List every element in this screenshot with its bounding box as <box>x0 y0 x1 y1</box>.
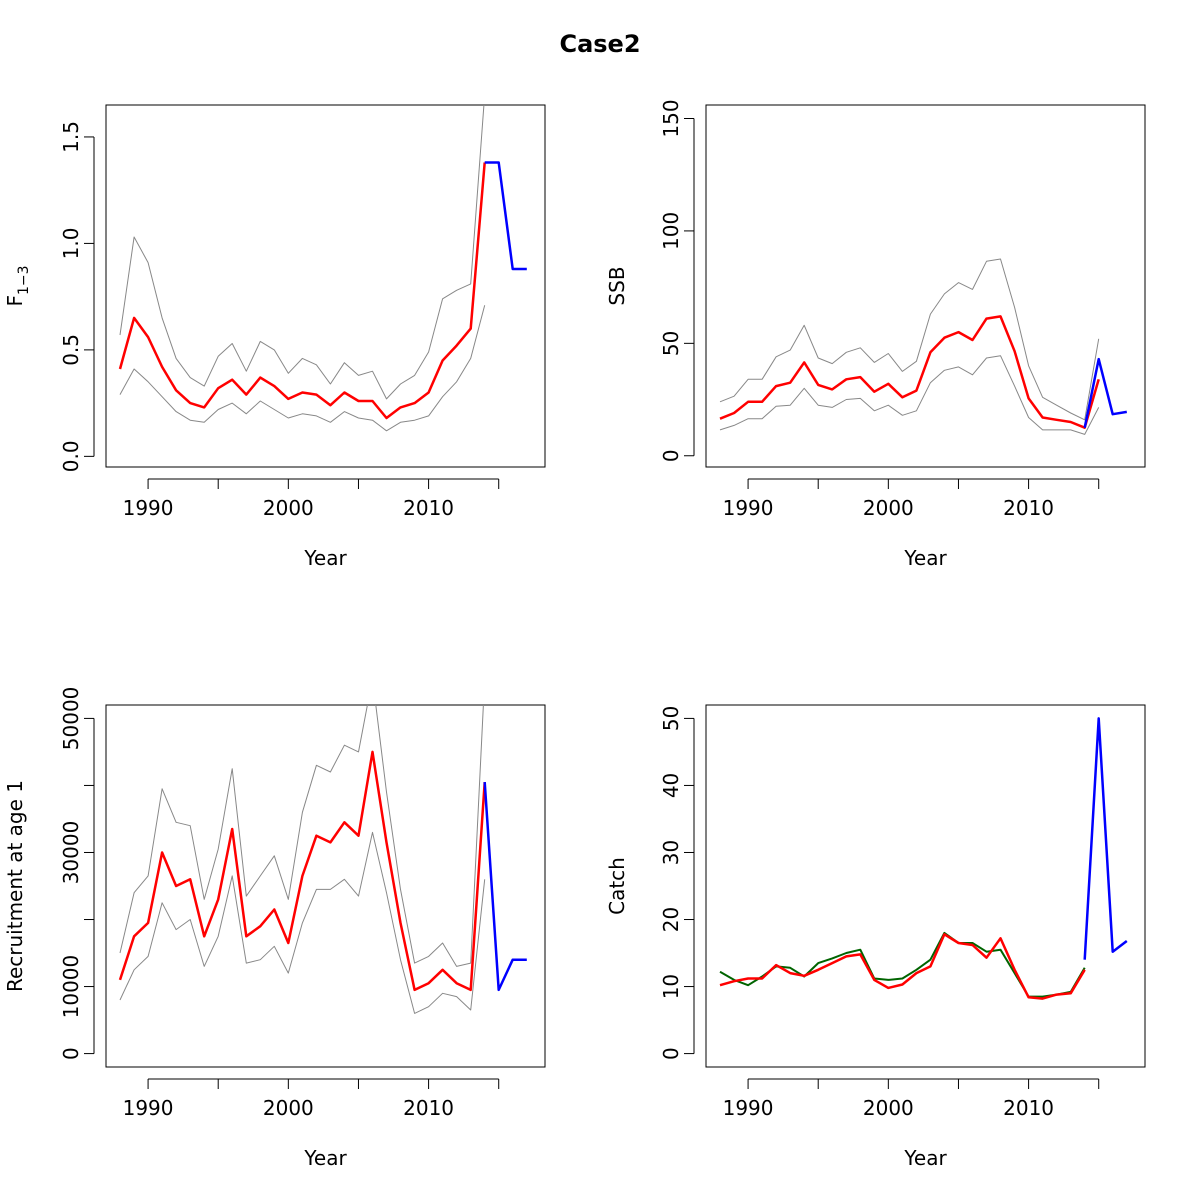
recruitment-y-tick-label: 0 <box>59 1047 83 1060</box>
recruitment-y-tick-label: 50000 <box>59 687 83 751</box>
recruitment-y-axis-label-text: Recruitment at age 1 <box>3 780 27 992</box>
recruitment-estimate-line <box>118 750 486 992</box>
catch-panel: 1990 2000 2010 0 10 20 30 40 50 Year Catch <box>605 704 1146 1170</box>
ssb-y-tick-label: 50 <box>659 331 683 356</box>
ssb-y-axis-label-text: SSB <box>605 266 629 305</box>
catch-projection-line <box>1083 717 1128 960</box>
f-y-tick-label: 1.0 <box>59 228 83 260</box>
ssb-lower-line <box>719 355 1100 435</box>
catch-y-tick-label: 50 <box>659 706 683 731</box>
recruitment-x-tick-label: 2010 <box>403 1096 454 1120</box>
catch-estimate-line <box>719 933 1086 1000</box>
catch-x-tick-label: 2000 <box>863 1096 914 1120</box>
recruitment-upper-line <box>119 705 484 967</box>
catch-y-tick-label: 0 <box>659 1047 683 1060</box>
catch-y-tick-label: 30 <box>659 840 683 865</box>
catch-y-tick-label: 10 <box>659 974 683 999</box>
catch-x-tick-label: 2010 <box>1003 1096 1054 1120</box>
f-x-tick-label: 1990 <box>123 496 174 520</box>
f-lower-line <box>119 305 486 432</box>
catch-y-tick-label: 20 <box>659 907 683 932</box>
recruitment-x-tick-label: 1990 <box>123 1096 174 1120</box>
f-plot-frame <box>105 104 546 468</box>
f-estimate-line <box>118 162 486 420</box>
catch-y-axis-label: Catch <box>605 857 629 915</box>
recruitment-plot-frame <box>105 704 546 1068</box>
ssb-panel: 1990 2000 2010 0 50 100 150 Year SSB <box>605 99 1146 570</box>
recruitment-projection-line <box>483 782 527 992</box>
f-y-axis-label: F1−3 <box>3 265 32 306</box>
catch-plot-frame <box>705 704 1146 1068</box>
f-series-group <box>118 105 527 432</box>
f-y-tick-label: 1.5 <box>59 121 83 153</box>
ssb-y-tick-label: 150 <box>659 99 683 137</box>
ssb-plot-frame <box>705 104 1146 468</box>
f-upper-line <box>119 105 485 400</box>
recruitment-panel: 1990 2000 2010 0 10000 30000 50000 Year Recruitm… <box>3 687 546 1170</box>
f-panel: 1990 2000 2010 0.0 0.5 1.0 1.5 Year F1−3 <box>3 104 546 570</box>
ssb-x-tick-label: 2000 <box>863 496 914 520</box>
catch-y-axis-label-text: Catch <box>605 857 629 915</box>
ssb-estimate-line <box>719 315 1100 429</box>
figure-title: Case2 <box>559 30 640 58</box>
ssb-upper-line <box>719 258 1100 421</box>
ssb-projection-line <box>1083 357 1128 428</box>
ssb-y-axis-label: SSB <box>605 266 629 305</box>
recruitment-lower-line <box>119 831 486 1014</box>
ssb-y-tick-label: 0 <box>659 449 683 462</box>
f-projection-line <box>484 161 527 271</box>
recruitment-series-group <box>118 705 527 1014</box>
f-x-axis-label: Year <box>303 546 347 570</box>
ssb-x-axis-label: Year <box>903 546 947 570</box>
f-y-tick-label: 0.5 <box>59 334 83 366</box>
f-x-tick-label: 2010 <box>403 496 454 520</box>
recruitment-x-axis-label: Year <box>303 1146 347 1170</box>
catch-x-tick-label: 1990 <box>723 1096 774 1120</box>
recruitment-y-axis-label: Recruitment at age 1 <box>3 780 27 992</box>
f-y-axis-label-subscript: 1−3 <box>16 265 32 295</box>
recruitment-y-tick-label: 30000 <box>59 821 83 885</box>
ssb-series-group <box>719 258 1128 435</box>
catch-series-group <box>719 717 1128 1000</box>
ssb-y-tick-label: 100 <box>659 212 683 250</box>
f-x-tick-label: 2000 <box>263 496 314 520</box>
catch-x-axis-label: Year <box>903 1146 947 1170</box>
recruitment-y-tick-label: 10000 <box>59 955 83 1019</box>
f-y-tick-label: 0.0 <box>59 440 83 472</box>
recruitment-x-tick-label: 2000 <box>263 1096 314 1120</box>
ssb-x-tick-label: 1990 <box>723 496 774 520</box>
catch-y-tick-label: 40 <box>659 773 683 798</box>
ssb-x-tick-label: 2010 <box>1003 496 1054 520</box>
f-y-axis-label-text: F <box>3 295 27 307</box>
